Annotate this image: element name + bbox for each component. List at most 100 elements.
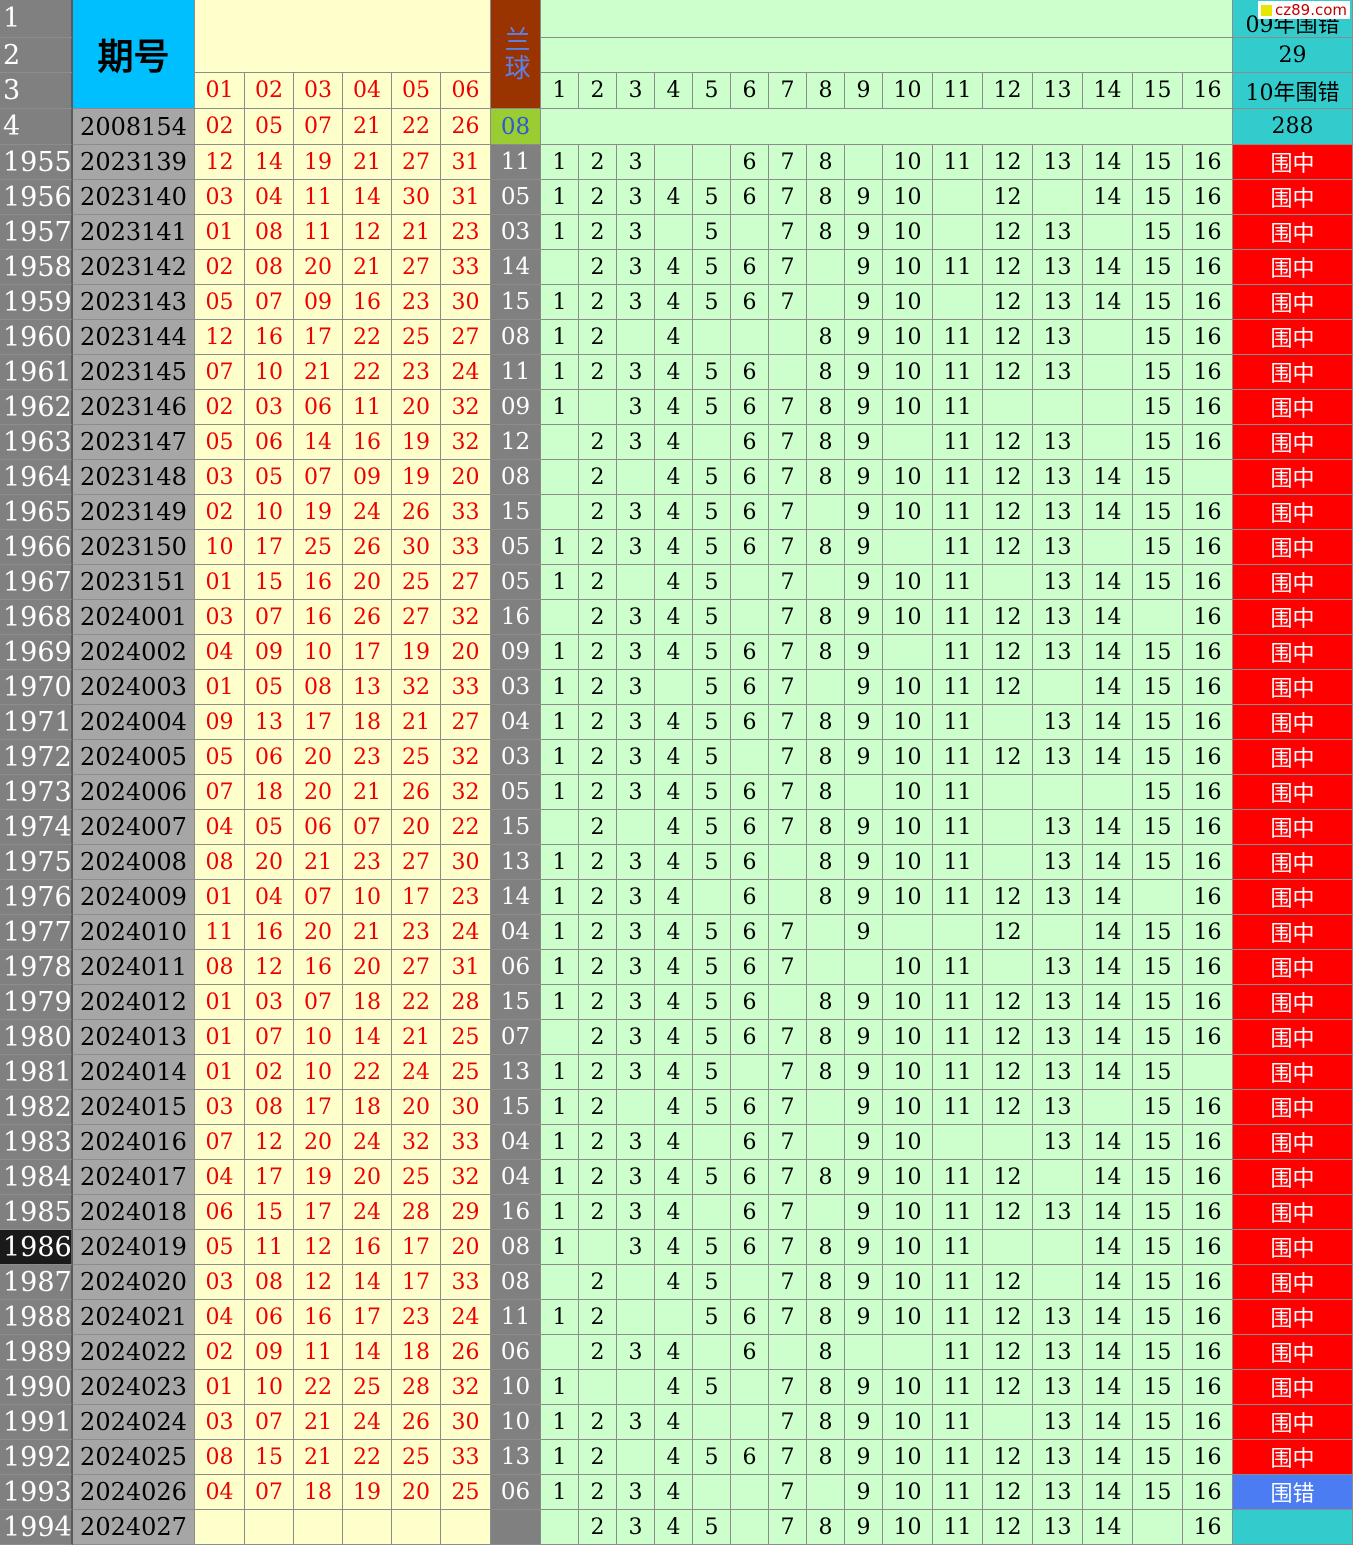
- grid-number-cell[interactable]: 15: [1133, 635, 1183, 670]
- red-ball-cell[interactable]: 10: [294, 635, 343, 670]
- grid-number-cell[interactable]: 2: [579, 705, 617, 740]
- red-ball-cell[interactable]: 06: [195, 1195, 245, 1230]
- red-ball-cell[interactable]: 02: [195, 250, 245, 285]
- red-ball-cell[interactable]: 17: [245, 1160, 294, 1195]
- grid-number-cell[interactable]: 10: [883, 670, 933, 705]
- issue-cell[interactable]: 2024003: [73, 670, 195, 705]
- red-header-blank[interactable]: [195, 0, 491, 73]
- grid-number-cell[interactable]: [731, 565, 769, 600]
- red-ball-cell[interactable]: 07: [245, 1475, 294, 1510]
- blue-ball-cell[interactable]: 05: [491, 180, 541, 215]
- grid-number-cell[interactable]: 8: [807, 705, 845, 740]
- grid-number-cell[interactable]: 13: [1033, 460, 1083, 495]
- grid-number-cell[interactable]: 9: [845, 215, 883, 250]
- grid-number-cell[interactable]: [617, 320, 655, 355]
- red-ball-cell[interactable]: 12: [245, 1125, 294, 1160]
- red-ball-cell[interactable]: 25: [392, 320, 441, 355]
- blue-ball-cell[interactable]: 13: [491, 845, 541, 880]
- red-ball-cell[interactable]: 30: [441, 285, 491, 320]
- grid-number-cell[interactable]: [883, 915, 933, 950]
- grid-number-cell[interactable]: 6: [731, 425, 769, 460]
- red-ball-cell[interactable]: 23: [392, 355, 441, 390]
- red-ball-cell[interactable]: 08: [245, 1265, 294, 1300]
- row-header[interactable]: 1977: [0, 915, 73, 950]
- grid-number-cell[interactable]: 15: [1133, 1265, 1183, 1300]
- grid-number-cell[interactable]: [731, 1475, 769, 1510]
- grid-number-cell[interactable]: [655, 215, 693, 250]
- result-cell[interactable]: 围中: [1233, 845, 1353, 880]
- grid-number-cell[interactable]: 7: [769, 810, 807, 845]
- grid-number-cell[interactable]: 4: [655, 810, 693, 845]
- grid-number-cell[interactable]: 14: [1083, 810, 1133, 845]
- blue-ball-cell[interactable]: 11: [491, 1300, 541, 1335]
- grid-number-cell[interactable]: 4: [655, 915, 693, 950]
- grid-number-cell[interactable]: 12: [983, 1195, 1033, 1230]
- grid-number-cell[interactable]: [807, 915, 845, 950]
- red-ball-cell[interactable]: 26: [441, 109, 491, 145]
- grid-number-cell[interactable]: [541, 250, 579, 285]
- grid-number-cell[interactable]: 6: [731, 145, 769, 180]
- red-ball-cell[interactable]: 26: [392, 1405, 441, 1440]
- grid-number-cell[interactable]: 10: [883, 285, 933, 320]
- grid-number-cell[interactable]: 10: [883, 1265, 933, 1300]
- grid-number-cell[interactable]: 5: [693, 1090, 731, 1125]
- grid-number-cell[interactable]: 8: [807, 460, 845, 495]
- red-ball-cell[interactable]: 11: [343, 390, 392, 425]
- red-ball-cell[interactable]: 24: [343, 1405, 392, 1440]
- grid-number-cell[interactable]: 1: [541, 1160, 579, 1195]
- grid-number-cell[interactable]: 10: [883, 1300, 933, 1335]
- grid-number-cell[interactable]: 9: [845, 530, 883, 565]
- red-ball-cell[interactable]: 20: [392, 1475, 441, 1510]
- grid-number-cell[interactable]: 5: [693, 180, 731, 215]
- grid-number-cell[interactable]: 14: [1083, 845, 1133, 880]
- red-ball-cell[interactable]: 07: [245, 1020, 294, 1055]
- grid-number-cell[interactable]: 6: [731, 775, 769, 810]
- grid-number-cell[interactable]: 15: [1133, 565, 1183, 600]
- grid-number-cell[interactable]: 12: [983, 250, 1033, 285]
- grid-number-cell[interactable]: 16: [1183, 180, 1233, 215]
- row-header[interactable]: 1965: [0, 495, 73, 530]
- grid-number-cell[interactable]: 14: [1083, 460, 1133, 495]
- grid-number-header[interactable]: 15: [1133, 73, 1183, 109]
- grid-number-cell[interactable]: 13: [1033, 1090, 1083, 1125]
- row-header[interactable]: 1: [0, 0, 73, 38]
- grid-number-cell[interactable]: [807, 1475, 845, 1510]
- red-ball-cell[interactable]: 08: [195, 845, 245, 880]
- grid-number-cell[interactable]: 1: [541, 1370, 579, 1405]
- issue-cell[interactable]: 2023141: [73, 215, 195, 250]
- grid-number-cell[interactable]: 16: [1183, 705, 1233, 740]
- grid-number-cell[interactable]: [693, 1405, 731, 1440]
- red-ball-cell[interactable]: 20: [294, 740, 343, 775]
- grid-number-cell[interactable]: 13: [1033, 530, 1083, 565]
- row-header[interactable]: 1970: [0, 670, 73, 705]
- result-cell[interactable]: 围中: [1233, 1195, 1353, 1230]
- red-ball-cell[interactable]: 07: [294, 109, 343, 145]
- grid-number-cell[interactable]: [983, 775, 1033, 810]
- red-ball-cell[interactable]: 02: [195, 495, 245, 530]
- red-ball-cell[interactable]: 17: [392, 1230, 441, 1265]
- grid-number-cell[interactable]: 12: [983, 1440, 1033, 1475]
- grid-number-cell[interactable]: 9: [845, 355, 883, 390]
- red-ball-cell[interactable]: 27: [392, 145, 441, 180]
- grid-number-cell[interactable]: [845, 950, 883, 985]
- red-ball-cell[interactable]: 06: [245, 1300, 294, 1335]
- grid-number-cell[interactable]: 13: [1033, 810, 1083, 845]
- grid-number-cell[interactable]: 10: [883, 845, 933, 880]
- grid-number-cell[interactable]: 11: [933, 1195, 983, 1230]
- grid-number-cell[interactable]: 3: [617, 425, 655, 460]
- grid-number-cell[interactable]: 8: [807, 985, 845, 1020]
- red-ball-cell[interactable]: 11: [294, 1335, 343, 1370]
- grid-number-cell[interactable]: 11: [933, 1020, 983, 1055]
- grid-number-cell[interactable]: 9: [845, 985, 883, 1020]
- grid-number-cell[interactable]: 11: [933, 1090, 983, 1125]
- red-ball-cell[interactable]: 30: [441, 845, 491, 880]
- grid-number-cell[interactable]: 15: [1133, 915, 1183, 950]
- red-ball-cell[interactable]: 23: [343, 740, 392, 775]
- red-ball-cell[interactable]: 24: [441, 915, 491, 950]
- grid-number-cell[interactable]: 7: [769, 915, 807, 950]
- red-ball-cell[interactable]: 14: [343, 180, 392, 215]
- grid-number-cell[interactable]: 2: [579, 565, 617, 600]
- red-ball-cell[interactable]: 12: [294, 1265, 343, 1300]
- red-ball-cell[interactable]: 18: [343, 1090, 392, 1125]
- red-ball-cell[interactable]: 08: [245, 250, 294, 285]
